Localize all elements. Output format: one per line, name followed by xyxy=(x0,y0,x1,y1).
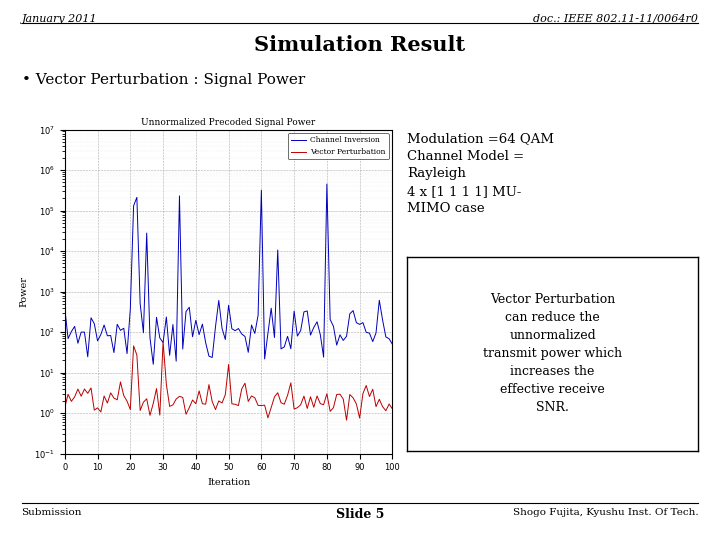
Vector Perturbation xyxy=(310,404,318,410)
Legend: Channel Inversion, Vector Perturbation: Channel Inversion, Vector Perturbation xyxy=(288,133,389,159)
Line: Vector Perturbation: Vector Perturbation xyxy=(65,342,392,420)
Channel Inversion xyxy=(149,361,158,368)
Channel Inversion xyxy=(261,356,269,362)
Text: doc.: IEEE 802.11-11/0064r0: doc.: IEEE 802.11-11/0064r0 xyxy=(534,14,698,24)
Vector Perturbation xyxy=(388,406,397,412)
Text: Vector Perturbation
can reduce the
unnormalized
transmit power which
increases t: Vector Perturbation can reduce the unnor… xyxy=(483,293,622,414)
Channel Inversion xyxy=(143,230,151,237)
Text: Shogo Fujita, Kyushu Inst. Of Tech.: Shogo Fujita, Kyushu Inst. Of Tech. xyxy=(513,508,698,517)
Channel Inversion xyxy=(310,324,318,330)
Vector Perturbation xyxy=(342,417,351,423)
Text: • Vector Perturbation : Signal Power: • Vector Perturbation : Signal Power xyxy=(22,73,305,87)
Vector Perturbation xyxy=(158,339,167,345)
Line: Channel Inversion: Channel Inversion xyxy=(65,184,392,364)
Channel Inversion xyxy=(84,354,92,360)
Channel Inversion xyxy=(293,333,302,339)
Vector Perturbation xyxy=(293,404,302,411)
Channel Inversion xyxy=(323,181,331,187)
Text: Submission: Submission xyxy=(22,508,82,517)
Vector Perturbation xyxy=(261,402,269,408)
Text: January 2011: January 2011 xyxy=(22,14,97,24)
Text: Simulation Result: Simulation Result xyxy=(254,35,466,55)
Vector Perturbation xyxy=(60,404,69,410)
Title: Unnormalized Precoded Signal Power: Unnormalized Precoded Signal Power xyxy=(141,118,316,127)
Vector Perturbation xyxy=(215,397,223,404)
Channel Inversion xyxy=(60,305,69,312)
Vector Perturbation xyxy=(143,396,151,402)
Text: Modulation =64 QAM
Channel Model =
Rayleigh
4 x [1 1 1 1] MU-
MIMO case: Modulation =64 QAM Channel Model = Rayle… xyxy=(407,132,554,215)
Channel Inversion xyxy=(215,297,223,303)
Y-axis label: Power: Power xyxy=(19,276,29,307)
Vector Perturbation xyxy=(84,390,92,396)
X-axis label: Iteration: Iteration xyxy=(207,478,251,487)
Text: Slide 5: Slide 5 xyxy=(336,508,384,521)
Channel Inversion xyxy=(388,341,397,348)
